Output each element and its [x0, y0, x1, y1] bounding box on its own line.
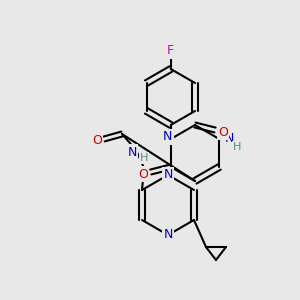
Text: H: H — [140, 153, 148, 163]
Text: O: O — [218, 125, 228, 139]
Text: H: H — [233, 142, 242, 152]
Text: N: N — [163, 130, 172, 143]
Text: N: N — [163, 169, 173, 182]
Text: F: F — [167, 44, 174, 58]
Text: O: O — [92, 134, 102, 148]
Text: N: N — [127, 146, 137, 158]
Text: N: N — [163, 229, 173, 242]
Text: N: N — [225, 133, 235, 146]
Text: O: O — [138, 167, 148, 181]
